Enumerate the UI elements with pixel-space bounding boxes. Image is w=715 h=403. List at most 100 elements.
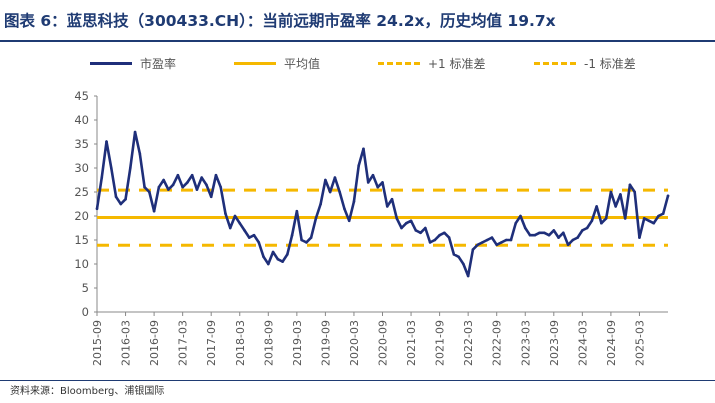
x-tick-label: 2015-09: [91, 320, 104, 366]
x-tick-label: 2021-03: [405, 320, 418, 366]
pe-data-point: [500, 241, 503, 244]
footer-divider: [0, 380, 715, 381]
pe-data-point: [404, 221, 408, 225]
x-tick-label: 2020-09: [377, 320, 390, 366]
pe-data-point: [343, 207, 346, 211]
pe-data-point: [319, 202, 322, 206]
pe-data-point: [571, 238, 575, 242]
pe-data-point: [366, 181, 370, 184]
pe-data-point: [395, 217, 399, 220]
pe-data-point: [200, 176, 203, 179]
pe-series-line: [95, 130, 670, 278]
chart-legend: 市盈率 平均值 +1 标准差 -1 标准差: [88, 52, 688, 74]
pe-data-point: [542, 231, 546, 235]
legend-swatch-pe: [90, 61, 132, 65]
pe-data-point: [633, 190, 636, 194]
pe-data-point: [623, 217, 627, 220]
pe-data-point: [538, 231, 541, 235]
pe-data-point: [657, 214, 660, 218]
pe-data-point: [209, 195, 213, 199]
pe-data-point: [390, 197, 394, 201]
pe-data-point: [252, 233, 256, 237]
pe-data-point: [409, 219, 413, 223]
pe-data-point: [176, 173, 180, 177]
x-tick-label: 2018-09: [262, 320, 275, 366]
pe-data-point: [609, 190, 613, 194]
pe-data-point: [495, 243, 499, 247]
pe-data-point: [476, 243, 479, 247]
pe-data-point: [652, 221, 656, 225]
pe-data-point: [638, 236, 641, 239]
pe-data-point: [195, 188, 199, 191]
y-tick-label: 10: [74, 257, 89, 271]
pe-band-chart: 0 5 10 15 20 25 30 35 40 45 2015-09 2016-03 2016-09…: [74, 89, 670, 366]
pe-data-point: [619, 193, 622, 196]
pe-data-point: [267, 262, 270, 266]
pe-data-point: [95, 207, 99, 211]
legend-swatch-minus1: [534, 61, 576, 65]
pe-data-point: [281, 260, 284, 263]
pe-data-point: [305, 241, 308, 244]
pe-data-point: [576, 236, 579, 239]
pe-data-point: [466, 274, 470, 278]
chart-title: 图表 6：蓝思科技（300433.CH）：当前远期市盈率 24.2x，历史均值 …: [4, 12, 556, 30]
x-tick-label: 2024-09: [605, 320, 618, 366]
pe-data-point: [590, 219, 594, 223]
x-tick-label: 2018-03: [234, 320, 247, 366]
pe-data-point: [595, 205, 598, 208]
pe-data-point: [171, 183, 175, 187]
pe-data-point: [133, 130, 137, 134]
x-tick-label: 2020-03: [348, 320, 361, 366]
pe-data-point: [186, 181, 189, 184]
pe-data-point: [357, 164, 361, 167]
pe-data-point: [324, 178, 327, 182]
pe-data-point: [286, 253, 289, 256]
x-tick-label: 2023-03: [519, 320, 532, 366]
x-tick-label: 2017-09: [205, 320, 218, 366]
pe-data-point: [428, 241, 432, 244]
pe-data-point: [105, 140, 108, 143]
pe-data-point: [167, 188, 170, 191]
pe-data-point: [181, 185, 184, 189]
pe-data-point: [138, 152, 142, 155]
pe-data-point: [109, 166, 113, 170]
pe-data-point: [233, 214, 237, 218]
pe-data-point: [224, 212, 227, 215]
x-tick-label: 2019-03: [291, 320, 304, 366]
pe-data-point: [338, 190, 341, 194]
x-tick-label: 2025-03: [633, 320, 646, 366]
pe-data-point: [295, 209, 299, 213]
legend-item-mean: 平均值: [234, 52, 320, 74]
pe-data-point: [552, 229, 556, 232]
legend-label-mean: 平均值: [284, 56, 321, 71]
pe-data-point: [148, 190, 151, 194]
pe-data-point: [247, 236, 251, 239]
pe-data-point: [452, 253, 456, 256]
pe-data-point: [433, 238, 437, 242]
pe-data-point: [119, 202, 123, 206]
pe-data-point: [328, 190, 332, 194]
y-tick-label: 30: [74, 161, 89, 175]
pe-data-point: [485, 238, 489, 242]
pe-data-point: [419, 231, 422, 235]
pe-data-point: [414, 229, 418, 232]
pe-data-point: [462, 262, 465, 266]
pe-data-point: [600, 221, 603, 225]
pe-data-point: [362, 147, 365, 151]
legend-label-pe: 市盈率: [140, 56, 177, 71]
pe-data-point: [519, 214, 522, 218]
pe-data-point: [271, 250, 275, 254]
x-tick-label: 2019-09: [319, 320, 332, 366]
pe-data-point: [509, 238, 513, 242]
pe-data-point: [262, 255, 265, 259]
legend-label-minus1: -1 标准差: [584, 56, 636, 71]
pe-data-point: [566, 243, 570, 247]
y-tick-label: 0: [82, 305, 89, 319]
pe-data-point: [661, 212, 665, 215]
pe-data-point: [443, 231, 446, 235]
pe-data-point: [533, 233, 537, 237]
pe-data-point: [347, 219, 351, 223]
pe-data-point: [214, 173, 218, 177]
pe-data-point: [228, 226, 232, 230]
pe-data-point: [157, 185, 161, 189]
